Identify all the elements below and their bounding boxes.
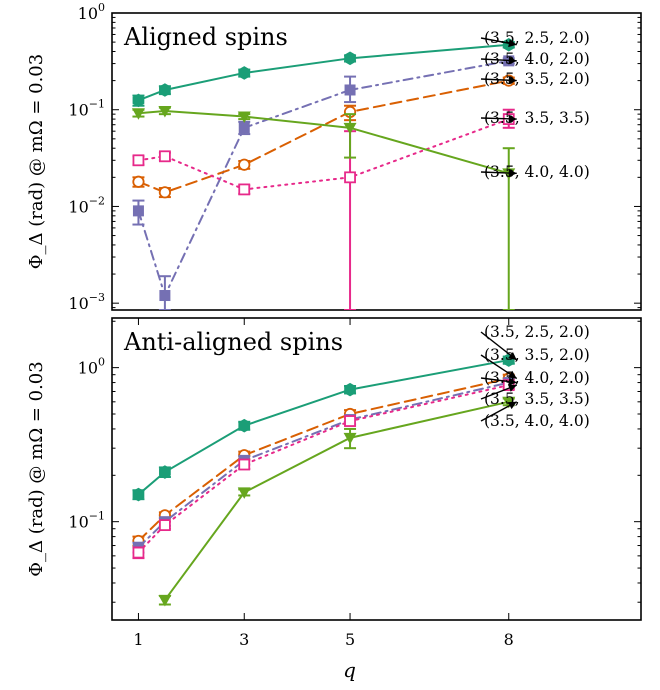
data-point xyxy=(132,546,145,559)
data-point xyxy=(158,519,171,532)
data-point xyxy=(343,432,357,445)
series-layer xyxy=(131,37,516,310)
data-point xyxy=(344,382,356,397)
series-line xyxy=(137,384,510,554)
data-point xyxy=(344,171,356,184)
y-tick-label: 100 xyxy=(78,356,105,378)
data-point xyxy=(238,183,251,196)
annotation-3-5-4-0-4-0: (3.5, 4.0, 4.0) xyxy=(484,412,590,430)
annotation-arrowhead xyxy=(508,76,517,85)
data-point xyxy=(344,415,356,427)
series-line xyxy=(137,381,510,549)
series-3-5-4-0-2-0 xyxy=(132,377,515,554)
series-line xyxy=(137,59,510,299)
series-3-5-4-0-4-0 xyxy=(131,106,516,310)
data-point xyxy=(237,487,251,499)
x-axis-label: q xyxy=(343,658,356,682)
series-line xyxy=(137,79,510,194)
series-layer xyxy=(132,353,516,607)
y-tick-label: 10−1 xyxy=(68,510,105,532)
y-axis-label: Φ_Δ (rad) @ mΩ = 0.03 xyxy=(26,54,47,269)
annotation-3-5-2-5-2-0: (3.5, 2.5, 2.0) xyxy=(484,29,590,47)
data-point xyxy=(159,290,171,302)
x-tick-label: 1 xyxy=(133,630,143,649)
series-line xyxy=(137,110,510,175)
annotation-arrowhead xyxy=(508,169,517,178)
series-line xyxy=(137,43,510,102)
panel-title: Aligned spins xyxy=(123,23,288,51)
data-point xyxy=(238,122,250,134)
data-point xyxy=(344,51,356,66)
series-3-5-4-0-4-0 xyxy=(158,396,516,607)
data-point xyxy=(238,66,251,80)
data-point xyxy=(238,158,251,171)
data-point xyxy=(238,458,251,471)
y-axis-label: Φ_Δ (rad) @ mΩ = 0.03 xyxy=(26,361,47,576)
annotation-3-5-3-5-2-0: (3.5, 3.5, 2.0) xyxy=(484,70,590,88)
x-tick-label: 8 xyxy=(504,630,514,649)
data-point xyxy=(131,108,145,120)
data-point xyxy=(158,106,172,118)
annotation-arrowhead xyxy=(507,401,517,410)
series-line xyxy=(137,359,510,496)
data-point xyxy=(237,111,251,124)
series-3-5-2-5-2-0 xyxy=(132,353,515,502)
annotation-arrowhead xyxy=(507,370,517,379)
data-point xyxy=(132,205,144,217)
data-point xyxy=(132,175,145,188)
annotation-arrowhead xyxy=(508,56,517,65)
annotation-arrowhead xyxy=(508,39,517,48)
series-annotations: (3.5, 2.5, 2.0) (3.5, 3.5, 2.0) (3.5, 4.0,… xyxy=(480,323,590,430)
data-point xyxy=(159,465,171,479)
data-point xyxy=(132,487,145,502)
series-line xyxy=(137,118,510,191)
panel-title: Anti-aligned spins xyxy=(123,328,343,356)
annotation-arrowhead xyxy=(507,384,517,392)
annotation-3-5-4-0-2-0: (3.5, 4.0, 2.0) xyxy=(484,369,590,387)
data-point xyxy=(343,122,357,135)
x-tick-label: 5 xyxy=(345,630,355,649)
data-point xyxy=(344,84,356,96)
annotation-3-5-4-0-4-0: (3.5, 4.0, 4.0) xyxy=(484,163,590,181)
axes-frame xyxy=(111,12,642,311)
y-tick-label: 10−2 xyxy=(68,194,105,216)
annotation-arrowhead xyxy=(508,377,517,386)
series-3-5-3-5-2-0 xyxy=(132,74,515,199)
panel-anti-aligned-spins: 10−1 100 1 3 5 8 q Φ_Δ (rad) @ mΩ = 0.03 Anti-al… xyxy=(26,317,642,682)
axes-frame xyxy=(111,317,642,621)
data-point xyxy=(158,150,171,163)
series-3-5-3-5-3-5 xyxy=(132,379,515,560)
annotation-arrowhead xyxy=(508,114,517,123)
annotation-3-5-4-0-2-0: (3.5, 4.0, 2.0) xyxy=(484,50,590,68)
annotation-3-5-3-5-2-0: (3.5, 3.5, 2.0) xyxy=(484,346,590,364)
annotation-arrowhead xyxy=(507,351,517,361)
annotation-3-5-2-5-2-0: (3.5, 2.5, 2.0) xyxy=(484,323,590,341)
annotation-3-5-3-5-3-5: (3.5, 3.5, 3.5) xyxy=(484,390,590,408)
data-point xyxy=(238,418,251,433)
data-point xyxy=(158,595,172,607)
series-line xyxy=(163,400,510,602)
y-tick-label: 10−3 xyxy=(68,291,105,313)
series-line xyxy=(137,377,510,542)
y-tick-label: 100 xyxy=(78,1,105,23)
data-point xyxy=(158,186,171,199)
data-point xyxy=(132,93,145,108)
panel-aligned-spins: 10−3 10−2 10−1 100 Φ_Δ (rad) @ mΩ = 0.03 Alig… xyxy=(26,1,642,313)
data-point xyxy=(159,83,171,97)
x-tick-label: 3 xyxy=(239,630,249,649)
series-3-5-3-5-3-5 xyxy=(132,108,515,310)
data-point xyxy=(132,154,145,167)
series-annotations: (3.5, 2.5, 2.0) (3.5, 4.0, 2.0) (3.5, 3.5,… xyxy=(480,29,590,181)
y-tick-label: 10−1 xyxy=(68,98,105,120)
annotation-3-5-3-5-3-5: (3.5, 3.5, 3.5) xyxy=(484,109,590,127)
